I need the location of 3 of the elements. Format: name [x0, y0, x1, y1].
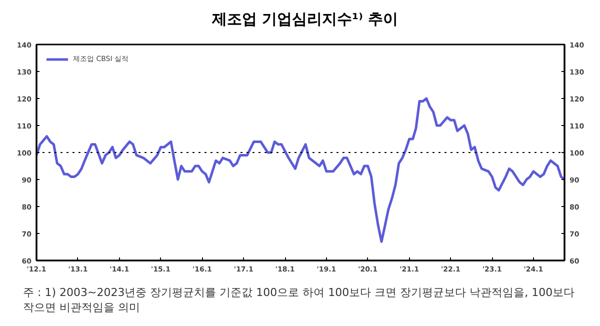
line-series	[36, 97, 564, 243]
text: 주 : 1) 2003~2023년중 장기평균치를 기준값 100으로 하여 100보다 크면 장기평균보다 낙관적임을, 100보다 작으면 비관적임을 의미	[23, 285, 576, 315]
chart-title: 제조업 기업심리지수¹⁾ 추이	[212, 9, 398, 30]
